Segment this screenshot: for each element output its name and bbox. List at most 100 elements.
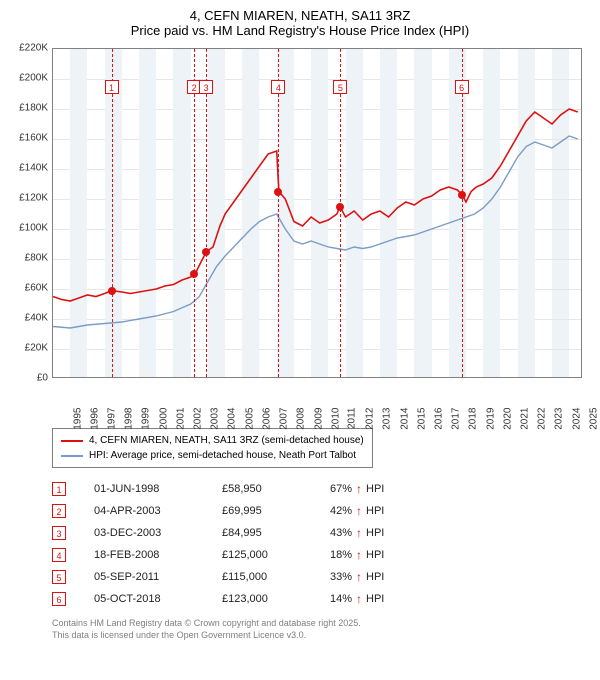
sale-dot — [202, 248, 210, 256]
x-tick-label: 2007 — [278, 408, 289, 430]
x-tick-label: 2013 — [382, 408, 393, 430]
sales-index: 1 — [52, 482, 66, 496]
hpi-line — [53, 136, 578, 328]
sales-price: £123,000 — [222, 593, 302, 605]
marker-vline — [194, 49, 195, 377]
footer-attribution: Contains HM Land Registry data © Crown c… — [52, 618, 588, 641]
x-tick-label: 1998 — [123, 408, 134, 430]
x-axis-labels: 1995199619971998199920002001200220032004… — [52, 382, 582, 426]
x-tick-label: 2023 — [554, 408, 565, 430]
chart-lines — [53, 49, 581, 377]
sales-pct: 42% ↑ HPI — [330, 504, 384, 518]
y-tick-label: £40K — [25, 313, 48, 324]
sale-dot — [108, 287, 116, 295]
x-tick-label: 2003 — [210, 408, 221, 430]
legend-row: 4, CEFN MIAREN, NEATH, SA11 3RZ (semi-de… — [61, 433, 364, 448]
sales-price: £58,950 — [222, 483, 302, 495]
sales-index: 6 — [52, 592, 66, 606]
arrow-up-icon: ↑ — [356, 548, 362, 562]
sales-price: £115,000 — [222, 571, 302, 583]
sale-dot — [190, 270, 198, 278]
legend-swatch — [61, 455, 83, 457]
x-tick-label: 2010 — [330, 408, 341, 430]
x-tick-label: 2018 — [468, 408, 479, 430]
x-tick-label: 2004 — [227, 408, 238, 430]
arrow-up-icon: ↑ — [356, 526, 362, 540]
arrow-up-icon: ↑ — [356, 592, 362, 606]
x-tick-label: 2017 — [450, 408, 461, 430]
x-tick-label: 1999 — [141, 408, 152, 430]
sales-pct: 14% ↑ HPI — [330, 592, 384, 606]
y-axis-labels: £0£20K£40K£60K£80K£100K£120K£140K£160K£1… — [12, 44, 50, 382]
sales-pct: 33% ↑ HPI — [330, 570, 384, 584]
sales-row: 6 05-OCT-2018 £123,000 14% ↑ HPI — [52, 588, 588, 610]
x-tick-label: 2002 — [192, 408, 203, 430]
x-tick-label: 2019 — [485, 408, 496, 430]
y-tick-label: £200K — [19, 73, 48, 84]
sales-date: 01-JUN-1998 — [94, 483, 194, 495]
legend: 4, CEFN MIAREN, NEATH, SA11 3RZ (semi-de… — [52, 428, 373, 468]
marker-box: 5 — [333, 80, 347, 94]
title-subtitle: Price paid vs. HM Land Registry's House … — [12, 23, 588, 38]
footer-line2: This data is licensed under the Open Gov… — [52, 630, 588, 642]
marker-vline — [278, 49, 279, 377]
y-tick-label: £100K — [19, 223, 48, 234]
x-tick-label: 2020 — [502, 408, 513, 430]
y-tick-label: £0 — [37, 373, 48, 384]
marker-box: 6 — [455, 80, 469, 94]
legend-row: HPI: Average price, semi-detached house,… — [61, 448, 364, 463]
arrow-up-icon: ↑ — [356, 570, 362, 584]
y-tick-label: £60K — [25, 283, 48, 294]
x-tick-label: 2014 — [399, 408, 410, 430]
x-tick-label: 1995 — [72, 408, 83, 430]
sales-index: 5 — [52, 570, 66, 584]
chart: £0£20K£40K£60K£80K£100K£120K£140K£160K£1… — [12, 44, 588, 424]
sales-date: 18-FEB-2008 — [94, 549, 194, 561]
legend-swatch — [61, 440, 83, 442]
x-tick-label: 2015 — [416, 408, 427, 430]
x-tick-label: 2006 — [261, 408, 272, 430]
sales-date: 04-APR-2003 — [94, 505, 194, 517]
title-block: 4, CEFN MIAREN, NEATH, SA11 3RZ Price pa… — [12, 8, 588, 38]
marker-vline — [340, 49, 341, 377]
sales-row: 303-DEC-2003£84,99543% ↑ HPI — [52, 522, 588, 544]
x-tick-label: 2005 — [244, 408, 255, 430]
sales-pct: 43% ↑ HPI — [330, 526, 384, 540]
footer-line1: Contains HM Land Registry data © Crown c… — [52, 618, 588, 630]
y-tick-label: £140K — [19, 163, 48, 174]
sales-date: 05-OCT-2018 — [94, 593, 194, 605]
marker-vline — [462, 49, 463, 377]
property-line — [53, 109, 578, 301]
x-tick-label: 2000 — [158, 408, 169, 430]
sale-dot — [336, 203, 344, 211]
marker-box: 3 — [199, 80, 213, 94]
sale-dot — [274, 188, 282, 196]
x-tick-label: 2009 — [313, 408, 324, 430]
sales-pct: 18% ↑ HPI — [330, 548, 384, 562]
sales-pct: 67% ↑ HPI — [330, 482, 384, 496]
x-tick-label: 2021 — [519, 408, 530, 430]
arrow-up-icon: ↑ — [356, 482, 362, 496]
x-tick-label: 2008 — [296, 408, 307, 430]
x-tick-label: 1997 — [106, 408, 117, 430]
y-tick-label: £120K — [19, 193, 48, 204]
x-tick-label: 1996 — [89, 408, 100, 430]
marker-box: 4 — [271, 80, 285, 94]
sale-dot — [458, 191, 466, 199]
marker-box: 1 — [105, 80, 119, 94]
title-address: 4, CEFN MIAREN, NEATH, SA11 3RZ — [12, 8, 588, 23]
y-tick-label: £80K — [25, 253, 48, 264]
sales-date: 05-SEP-2011 — [94, 571, 194, 583]
x-tick-label: 2001 — [175, 408, 186, 430]
sales-index: 3 — [52, 526, 66, 540]
sales-index: 4 — [52, 548, 66, 562]
sales-index: 2 — [52, 504, 66, 518]
plot-area: 123456 — [52, 48, 582, 378]
x-tick-label: 2016 — [433, 408, 444, 430]
y-tick-label: £20K — [25, 343, 48, 354]
x-tick-label: 2025 — [588, 408, 599, 430]
marker-vline — [112, 49, 113, 377]
x-tick-label: 2012 — [364, 408, 375, 430]
x-tick-label: 2022 — [536, 408, 547, 430]
arrow-up-icon: ↑ — [356, 504, 362, 518]
